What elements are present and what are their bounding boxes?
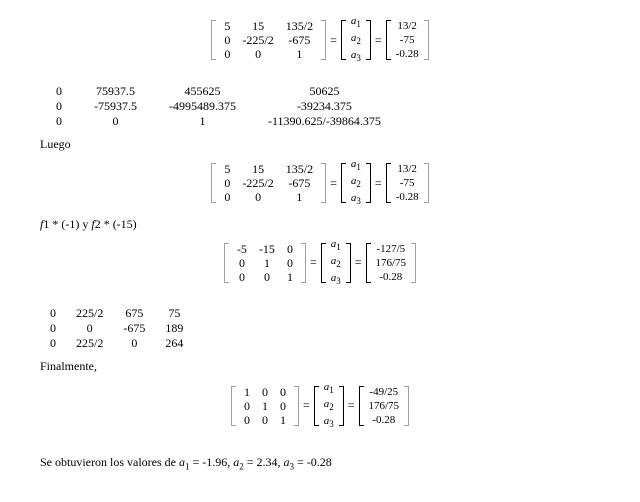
vector-b: 13/2 -75 -0.28: [393, 162, 422, 204]
row-op-annotation: f1 * (-1) y f2 * (-15): [40, 217, 600, 231]
equals-sign: =: [326, 33, 341, 47]
matrix-A: 100 010 001: [238, 385, 292, 427]
vector-b: -127/5 176/75 -0.28: [373, 242, 410, 284]
equation-1: 515135/2 0-225/2-675 001 = a1 a2 a3 = 13…: [40, 14, 600, 66]
vector-b: -49/25 176/75 -0.28: [366, 385, 403, 427]
table-row: 0225/20264: [40, 336, 193, 351]
text-luego: Luego: [40, 137, 600, 151]
bracket-left: [211, 18, 217, 62]
bracket-left: [386, 18, 392, 62]
matrix-A: 515135/2 0-225/2-675 001: [218, 19, 319, 61]
table-row: 001-11390.625/-39864.375: [40, 114, 397, 129]
matrix-eq-2: 515135/2 0-225/2-675 001 = a1 a2 a3 = 13…: [211, 157, 428, 209]
aux-table-1: 075937.545562550625 0-75937.5-4995489.37…: [40, 84, 600, 129]
equation-2: 515135/2 0-225/2-675 001 = a1 a2 a3 = 13…: [40, 157, 600, 209]
matrix-eq-4: 100 010 001 = a1 a2 a3 = -49/25 176/75 -…: [231, 380, 409, 432]
bracket-right: [423, 18, 429, 62]
table-row: 0-75937.5-4995489.375-39234.375: [40, 99, 397, 114]
text-finalmente: Finalmente,: [40, 359, 600, 373]
equals-sign: =: [371, 33, 386, 47]
table-row: 0225/267575: [40, 306, 193, 321]
page: 515135/2 0-225/2-675 001 = a1 a2 a3 = 13…: [0, 0, 640, 489]
matrix-A: -5-150 010 001: [231, 242, 299, 284]
vector-b: 13/2 -75 -0.28: [393, 19, 422, 61]
vector-x: a1 a2 a3: [328, 237, 344, 289]
table: 075937.545562550625 0-75937.5-4995489.37…: [40, 84, 397, 129]
equation-3: -5-150 010 001 = a1 a2 a3 = -127/5 176/7…: [40, 237, 600, 289]
vector-x: a1 a2 a3: [348, 14, 364, 66]
matrix-A: 515135/2 0-225/2-675 001: [218, 162, 319, 204]
table-row: 00-675189: [40, 321, 193, 336]
vector-x: a1 a2 a3: [321, 380, 337, 432]
aux-table-2: 0225/267575 00-675189 0225/20264: [40, 306, 600, 351]
vector-x: a1 a2 a3: [348, 157, 364, 209]
bracket-right: [320, 18, 326, 62]
matrix-eq-1: 515135/2 0-225/2-675 001 = a1 a2 a3 = 13…: [211, 14, 428, 66]
result-sentence: Se obtuvieron los valores de a1 = -1.96,…: [40, 455, 600, 472]
table-row: 075937.545562550625: [40, 84, 397, 99]
bracket-left: [341, 18, 347, 62]
bracket-right: [365, 18, 371, 62]
matrix-eq-3: -5-150 010 001 = a1 a2 a3 = -127/5 176/7…: [224, 237, 416, 289]
table: 0225/267575 00-675189 0225/20264: [40, 306, 193, 351]
equation-4: 100 010 001 = a1 a2 a3 = -49/25 176/75 -…: [40, 380, 600, 432]
